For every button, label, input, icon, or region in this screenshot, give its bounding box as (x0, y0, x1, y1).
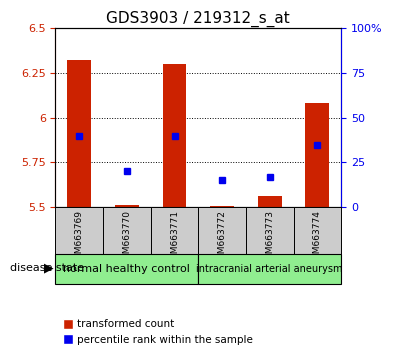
FancyBboxPatch shape (151, 207, 198, 254)
Bar (210, 206, 234, 207)
Bar (67, 61, 91, 207)
Text: intracranial arterial aneurysm: intracranial arterial aneurysm (196, 264, 343, 274)
FancyBboxPatch shape (103, 207, 151, 254)
Text: disease state: disease state (10, 263, 84, 273)
Bar (305, 103, 329, 207)
Text: GSM663774: GSM663774 (313, 210, 322, 265)
Text: ▶: ▶ (44, 262, 53, 274)
Text: GSM663772: GSM663772 (217, 210, 226, 265)
Text: GSM663773: GSM663773 (265, 210, 274, 265)
FancyBboxPatch shape (55, 207, 103, 254)
Title: GDS3903 / 219312_s_at: GDS3903 / 219312_s_at (106, 11, 290, 27)
Legend: transformed count, percentile rank within the sample: transformed count, percentile rank withi… (59, 315, 257, 349)
FancyBboxPatch shape (55, 254, 198, 284)
FancyBboxPatch shape (198, 254, 341, 284)
Text: normal healthy control: normal healthy control (63, 264, 190, 274)
FancyBboxPatch shape (198, 207, 246, 254)
Text: GSM663770: GSM663770 (122, 210, 132, 265)
FancyBboxPatch shape (246, 207, 293, 254)
FancyBboxPatch shape (293, 207, 341, 254)
Text: GSM663769: GSM663769 (75, 210, 84, 265)
Bar (115, 205, 139, 207)
Bar (163, 64, 187, 207)
Text: GSM663771: GSM663771 (170, 210, 179, 265)
Bar (258, 196, 282, 207)
